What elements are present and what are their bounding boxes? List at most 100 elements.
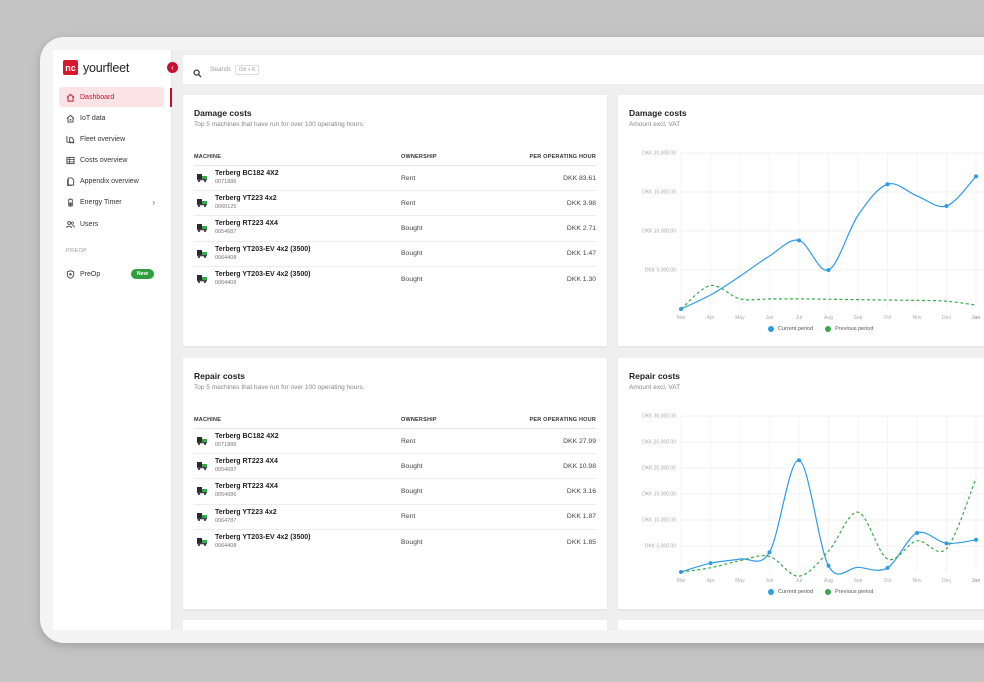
data-point[interactable] bbox=[885, 182, 890, 187]
machine-id: 0071886 bbox=[215, 179, 237, 186]
sidebar-item-costs-overview[interactable]: Costs overview bbox=[59, 151, 164, 171]
machine-cell: Terberg BC182 4X2 0071886 bbox=[194, 169, 401, 187]
data-point[interactable] bbox=[885, 565, 890, 570]
table-row[interactable]: Terberg YT223 4x2 0060125 Rent DKK 3.98 bbox=[194, 191, 596, 217]
machine-name: Terberg YT203-EV 4x2 (3500) bbox=[215, 245, 311, 253]
table-header: MACHINE OWNERSHIP PER OPERATING HOUR bbox=[194, 149, 596, 166]
cost-cell: DKK 1.47 bbox=[566, 250, 596, 258]
ownership-cell: Rent bbox=[401, 513, 416, 521]
x-tick-label: Apr bbox=[707, 315, 715, 321]
x-tick-label: Mar bbox=[677, 315, 686, 321]
table-header: MACHINE OWNERSHIP PER OPERATING HOUR bbox=[194, 412, 596, 429]
sidebar-item-energy-timer[interactable]: Energy Timer › bbox=[59, 193, 164, 213]
data-point[interactable] bbox=[826, 268, 831, 272]
app-screen: nc yourfleet Dashboard IoT data Fleet ov… bbox=[53, 50, 984, 630]
battery-icon bbox=[66, 198, 75, 207]
data-point[interactable] bbox=[944, 541, 949, 546]
column-machine: MACHINE bbox=[194, 154, 222, 160]
series-line-previous bbox=[680, 478, 977, 577]
search-shortcut-hint: Ctrl + K bbox=[234, 64, 260, 75]
data-point[interactable] bbox=[944, 204, 949, 209]
machine-cell: Terberg YT203-EV 4x2 (3500) 0064409 bbox=[194, 270, 401, 288]
sidebar-item-users[interactable]: Users bbox=[59, 214, 164, 234]
repair-costs-table: MACHINE OWNERSHIP PER OPERATING HOUR Ter… bbox=[194, 412, 596, 555]
sidebar-item-dashboard[interactable]: Dashboard bbox=[59, 87, 164, 107]
machine-name: Terberg YT203-EV 4x2 (3500) bbox=[215, 534, 311, 542]
table-row[interactable]: Terberg YT223 4x2 0064787 Rent DKK 1.87 bbox=[194, 505, 596, 530]
chevron-right-icon[interactable]: › bbox=[152, 198, 155, 208]
machine-id: 0064409 bbox=[215, 280, 237, 287]
y-tick-label: DKK 20,000.00 bbox=[642, 151, 676, 157]
sidebar-item-label: Fleet overview bbox=[80, 135, 126, 143]
ownership-cell: Bought bbox=[401, 487, 423, 495]
x-tick-label: Oct bbox=[884, 315, 892, 321]
y-tick-label: DKK 15,000.00 bbox=[642, 492, 676, 498]
sidebar-item-iot-data[interactable]: IoT data bbox=[59, 108, 164, 128]
machine-icon bbox=[196, 222, 209, 234]
machine-cell: Terberg RT223 4X4 0054687 bbox=[194, 457, 401, 475]
cost-cell: DKK 27.99 bbox=[563, 437, 596, 445]
data-point[interactable] bbox=[797, 458, 801, 463]
app-logo[interactable]: nc yourfleet bbox=[63, 60, 129, 75]
machine-id: 0064408 bbox=[215, 254, 237, 261]
data-point[interactable] bbox=[797, 238, 801, 243]
legend-label: Previous period bbox=[835, 589, 874, 595]
damage-costs-line-chart: DKK 5,000.00 DKK 10,000.00 DKK 15,000.00 DK… bbox=[642, 151, 984, 321]
ownership-cell: Rent bbox=[401, 199, 416, 207]
ownership-cell: Rent bbox=[401, 437, 416, 445]
data-point[interactable] bbox=[974, 174, 978, 179]
data-point[interactable] bbox=[974, 537, 978, 542]
sidebar-item-label: Users bbox=[80, 220, 99, 228]
table-row[interactable]: Terberg RT223 4X4 0054686 Bought DKK 3.16 bbox=[194, 479, 596, 505]
sidebar-item-label: Dashboard bbox=[80, 93, 115, 101]
legend-previous[interactable]: Previous period bbox=[825, 326, 873, 332]
table-row[interactable]: Terberg BC182 4X2 0071886 Rent DKK 27.99 bbox=[194, 429, 596, 455]
legend-dot bbox=[825, 326, 832, 332]
sidebar-item-label: Costs overview bbox=[80, 157, 128, 165]
table-row[interactable]: Terberg RT223 4X4 0054687 Bought DKK 10.98 bbox=[194, 454, 596, 480]
data-point[interactable] bbox=[826, 563, 831, 568]
table-row[interactable]: Terberg YT203-EV 4x2 (3500) 0064408 Bought… bbox=[194, 242, 596, 267]
legend-label: Current period bbox=[778, 589, 814, 595]
legend-current[interactable]: Current period bbox=[768, 589, 813, 595]
table-row[interactable]: Terberg YT203-EV 4x2 (3500) 0064409 Bought… bbox=[194, 267, 596, 292]
cost-cell: DKK 1.30 bbox=[566, 275, 596, 283]
machine-name: Terberg RT223 4X4 bbox=[215, 483, 278, 491]
machine-icon bbox=[196, 248, 209, 260]
x-tick-label: May bbox=[735, 578, 745, 584]
x-tick-label: Dec bbox=[942, 315, 951, 321]
sidebar-item-label: PreOp bbox=[80, 270, 101, 278]
sidebar-item-fleet-overview[interactable]: Fleet overview bbox=[59, 129, 164, 149]
x-tick-label: Sep bbox=[854, 315, 863, 321]
users-icon bbox=[66, 220, 75, 229]
shield-icon bbox=[66, 269, 75, 279]
table-row[interactable]: Terberg YT203-EV 4x2 (3500) 0064408 Bought… bbox=[194, 530, 596, 555]
card-title: Repair costs bbox=[194, 371, 246, 381]
x-tick-label: Jan bbox=[972, 578, 981, 584]
table-row[interactable]: Terberg BC182 4X2 0071886 Rent DKK 83.61 bbox=[194, 166, 596, 192]
legend-label: Previous period bbox=[835, 326, 874, 332]
chart-title: Damage costs bbox=[629, 108, 687, 118]
logo-text: yourfleet bbox=[83, 60, 130, 75]
section-label-preop: PREOP bbox=[66, 248, 88, 254]
series-line-current bbox=[680, 459, 977, 575]
machine-cell: Terberg RT223 4X4 0054686 bbox=[194, 482, 401, 500]
search-icon bbox=[193, 65, 202, 78]
table-row[interactable]: Terberg RT223 4X4 0054687 Bought DKK 2.71 bbox=[194, 216, 596, 242]
machine-name: Terberg YT223 4x2 bbox=[215, 195, 277, 203]
sidebar-item-preop[interactable]: PreOp New bbox=[59, 264, 164, 284]
legend-current[interactable]: Current period bbox=[768, 326, 813, 332]
data-point[interactable] bbox=[708, 561, 713, 566]
forklift-icon bbox=[66, 135, 75, 144]
data-point[interactable] bbox=[767, 550, 772, 555]
collapse-sidebar-button[interactable]: ‹ bbox=[167, 62, 178, 73]
y-tick-label: DKK 5,000.00 bbox=[645, 268, 676, 274]
legend-previous[interactable]: Previous period bbox=[825, 589, 873, 595]
data-point[interactable] bbox=[915, 531, 919, 535]
machine-cell: Terberg RT223 4X4 0054687 bbox=[194, 219, 401, 237]
machine-id: 0064408 bbox=[215, 543, 237, 550]
cost-cell: DKK 3.16 bbox=[566, 487, 596, 495]
x-tick-label: Sep bbox=[854, 578, 863, 584]
sidebar-item-appendix-overview[interactable]: Appendix overview bbox=[59, 172, 164, 192]
search-input[interactable]: Search bbox=[210, 66, 231, 73]
